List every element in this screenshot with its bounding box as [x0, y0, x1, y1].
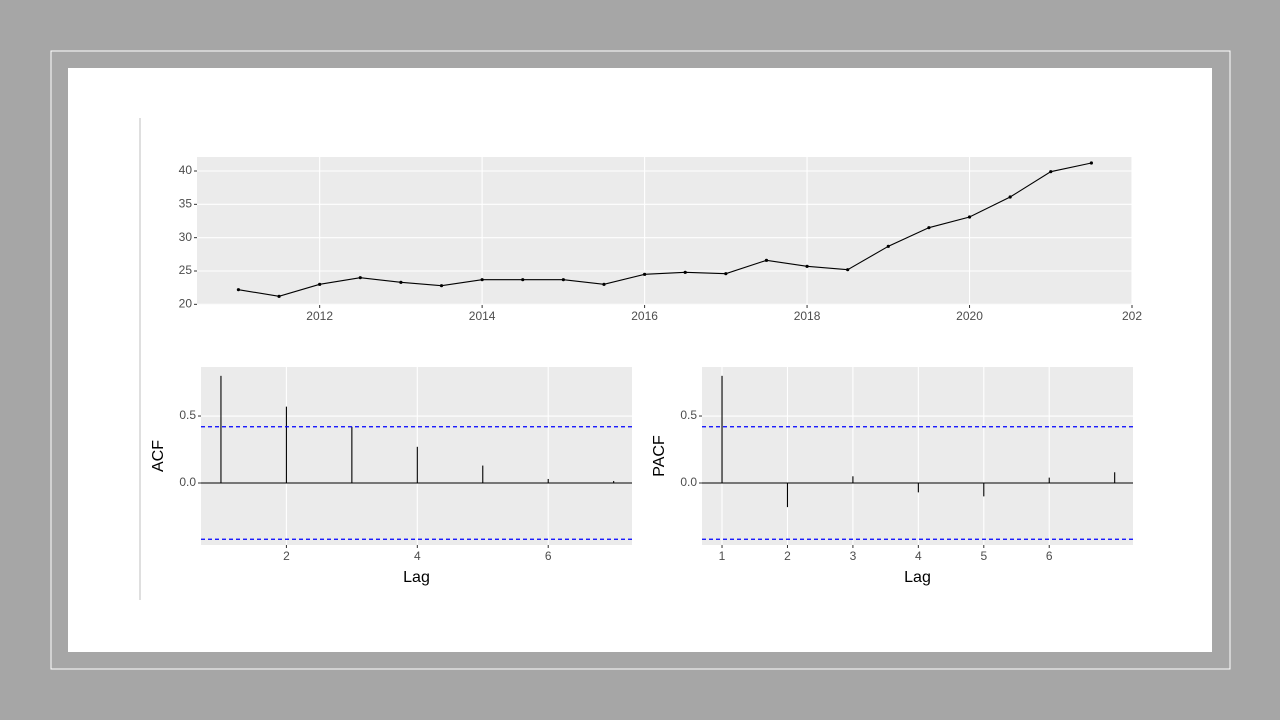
point — [642, 272, 647, 276]
point — [1008, 195, 1012, 199]
point — [277, 294, 281, 298]
point — [967, 215, 972, 219]
x-tick-label: 3 — [850, 549, 857, 563]
point — [805, 264, 809, 268]
y-tick-label: 40 — [179, 163, 193, 177]
point — [602, 282, 606, 286]
point — [358, 276, 362, 280]
point — [439, 284, 444, 288]
y-tick-label: 0.5 — [179, 408, 196, 422]
x-tick-label: 2012 — [306, 309, 333, 323]
x-tick-label: 2 — [784, 549, 791, 563]
point — [683, 270, 687, 274]
point — [886, 244, 890, 248]
point — [724, 272, 728, 276]
x-tick-label: 2014 — [469, 309, 496, 323]
panel-background — [702, 367, 1133, 545]
frame-border — [50, 50, 1231, 670]
x-tick-label: 4 — [915, 549, 922, 563]
y-tick-label: 0.5 — [680, 408, 697, 422]
x-axis-title: Lag — [904, 569, 931, 586]
y-axis-title: ACF — [150, 440, 167, 472]
y-axis-title: PACF — [651, 435, 668, 477]
point — [927, 226, 931, 230]
point — [480, 278, 484, 282]
point — [764, 258, 769, 262]
panel-background — [201, 367, 632, 545]
point — [846, 268, 850, 272]
point — [1049, 170, 1053, 174]
y-tick-label: 20 — [179, 297, 193, 311]
x-tick-label: 6 — [545, 549, 552, 563]
point — [236, 288, 241, 292]
x-axis-title: Lag — [403, 569, 430, 586]
y-tick-label: 30 — [179, 230, 193, 244]
x-tick-label: 5 — [980, 549, 987, 563]
point — [399, 280, 403, 284]
x-tick-label: 2018 — [794, 309, 821, 323]
point — [521, 278, 525, 282]
y-tick-label: 0.0 — [680, 475, 697, 489]
y-tick-label: 35 — [179, 197, 193, 211]
panel-background — [197, 157, 1132, 305]
y-tick-label: 0.0 — [179, 475, 196, 489]
x-tick-label: 2 — [283, 549, 290, 563]
point — [561, 278, 565, 282]
x-tick-label: 1 — [719, 549, 726, 563]
x-tick-label: 6 — [1046, 549, 1053, 563]
point — [318, 282, 322, 286]
x-tick-label: 2020 — [956, 309, 983, 323]
x-tick-label: 4 — [414, 549, 421, 563]
x-tick-label: 202 — [1122, 309, 1142, 323]
x-tick-label: 2016 — [631, 309, 658, 323]
point — [1089, 161, 1093, 165]
series-line — [238, 162, 1092, 297]
slide — [68, 68, 1212, 652]
y-tick-label: 25 — [179, 263, 193, 277]
